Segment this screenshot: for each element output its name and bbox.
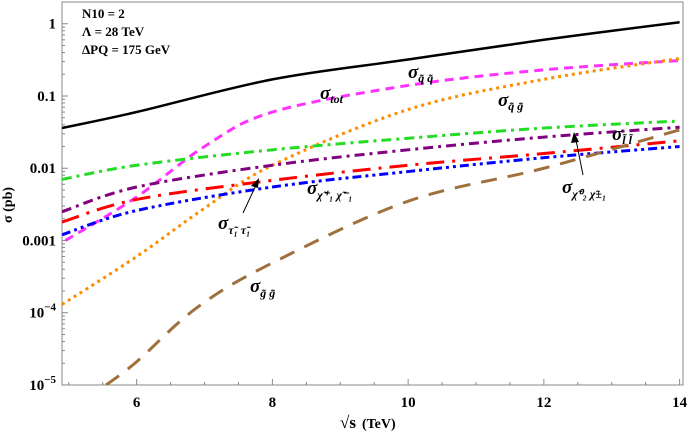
series-line-0 bbox=[62, 20, 680, 130]
y-axis-label: σ (pb) bbox=[1, 187, 16, 223]
arrow-neutralino-head bbox=[571, 132, 579, 143]
series-line-4 bbox=[62, 125, 680, 214]
series-line-2 bbox=[62, 57, 680, 306]
axis-ticks: 6 8 10 12 14 1 0.1 0.01 0.001 10−4 10−5 bbox=[22, 1, 688, 411]
label-stau: στ̃₁ τ̃₁ bbox=[218, 213, 251, 237]
annotation-n10: N10 = 2 bbox=[82, 6, 125, 21]
plot-frame bbox=[61, 1, 684, 386]
label-chargino-pair: σχ̃⁺₁ χ̃⁻₁ bbox=[307, 178, 352, 202]
label-squark-gluino: σq̃ g̃ bbox=[498, 90, 523, 113]
x-tick-label: 12 bbox=[536, 395, 551, 411]
label-slepton: σl̃ l̃ bbox=[612, 124, 634, 147]
curve-labels: σtot σq̃ q̃ σq̃ g̃ σl̃ l̃ σχ̃⁰₂ χ̃±₁ στ̃… bbox=[218, 62, 634, 300]
axis-labels: σ (pb) √s (TeV) bbox=[1, 187, 396, 432]
annotation-delta-pq: ΔPQ = 175 GeV bbox=[82, 42, 171, 57]
parameter-annotations: N10 = 2 Λ = 28 TeV ΔPQ = 175 GeV bbox=[82, 6, 171, 57]
y-tick-label: 0.01 bbox=[30, 161, 56, 177]
curves bbox=[62, 20, 681, 385]
x-axis-label: √s (TeV) bbox=[340, 413, 396, 432]
x-tick-label: 8 bbox=[269, 395, 277, 411]
label-squark-squark: σq̃ q̃ bbox=[408, 62, 433, 85]
series-line-1 bbox=[64, 59, 680, 242]
series-line-3 bbox=[62, 119, 680, 181]
y-tick-label: 0.1 bbox=[37, 89, 56, 105]
arrow-neutralino bbox=[575, 139, 584, 176]
y-tick-label: 1 bbox=[49, 17, 57, 33]
arrow-stau-head bbox=[251, 178, 259, 188]
annotation-lambda: Λ = 28 TeV bbox=[82, 24, 145, 39]
label-neutralino-chargino: σχ̃⁰₂ χ̃±₁ bbox=[562, 177, 606, 201]
y-tick-label: 10−5 bbox=[29, 374, 56, 394]
x-tick-label: 14 bbox=[672, 395, 688, 411]
series-line-6 bbox=[62, 145, 680, 237]
arrows bbox=[242, 132, 584, 214]
arrow-stau bbox=[242, 182, 258, 214]
label-tot: σtot bbox=[320, 83, 344, 106]
series-line-5 bbox=[62, 139, 680, 224]
series-line-7 bbox=[105, 128, 681, 385]
y-tick-label: 10−4 bbox=[29, 302, 56, 322]
x-tick-label: 6 bbox=[133, 395, 141, 411]
x-tick-label: 10 bbox=[401, 395, 416, 411]
y-tick-label: 0.001 bbox=[22, 233, 56, 249]
label-gluino-pair: σg̃ g̃ bbox=[250, 276, 275, 300]
